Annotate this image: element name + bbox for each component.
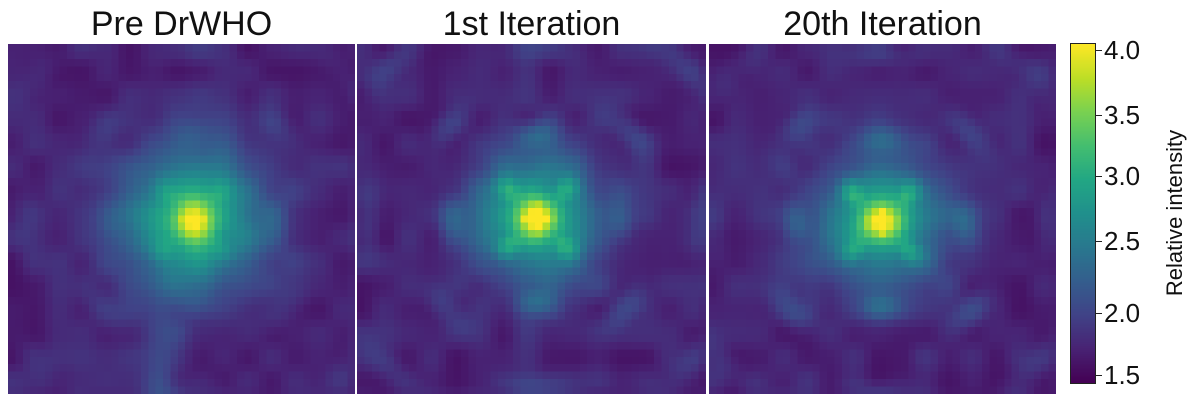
heatmap-panel-pre [8, 44, 355, 394]
colorbar-tick-label: 2.5 [1104, 226, 1141, 256]
colorbar [1070, 43, 1096, 384]
panel-title-pre: Pre DrWHO [90, 5, 273, 43]
heatmap-panel-iter20 [709, 44, 1056, 394]
colorbar-tick [1096, 375, 1102, 376]
colorbar-tick [1096, 241, 1102, 242]
colorbar-tick [1096, 176, 1102, 177]
colorbar-tick-label: 3.5 [1104, 100, 1141, 130]
colorbar-tick [1096, 115, 1102, 116]
colorbar-tick-label: 1.5 [1104, 360, 1141, 390]
colorbar-tick-label: 3.0 [1104, 161, 1141, 191]
heatmap-panel-iter1 [357, 44, 706, 394]
colorbar-label: Relative intensity [1162, 129, 1187, 297]
colorbar-tick [1096, 50, 1102, 51]
colorbar-tick-label: 2.0 [1104, 298, 1141, 328]
panel-title-iter20: 20th Iteration [783, 5, 982, 43]
colorbar-tick-label: 4.0 [1104, 35, 1141, 65]
colorbar-tick [1096, 313, 1102, 314]
panel-title-iter1: 1st Iteration [442, 5, 621, 43]
